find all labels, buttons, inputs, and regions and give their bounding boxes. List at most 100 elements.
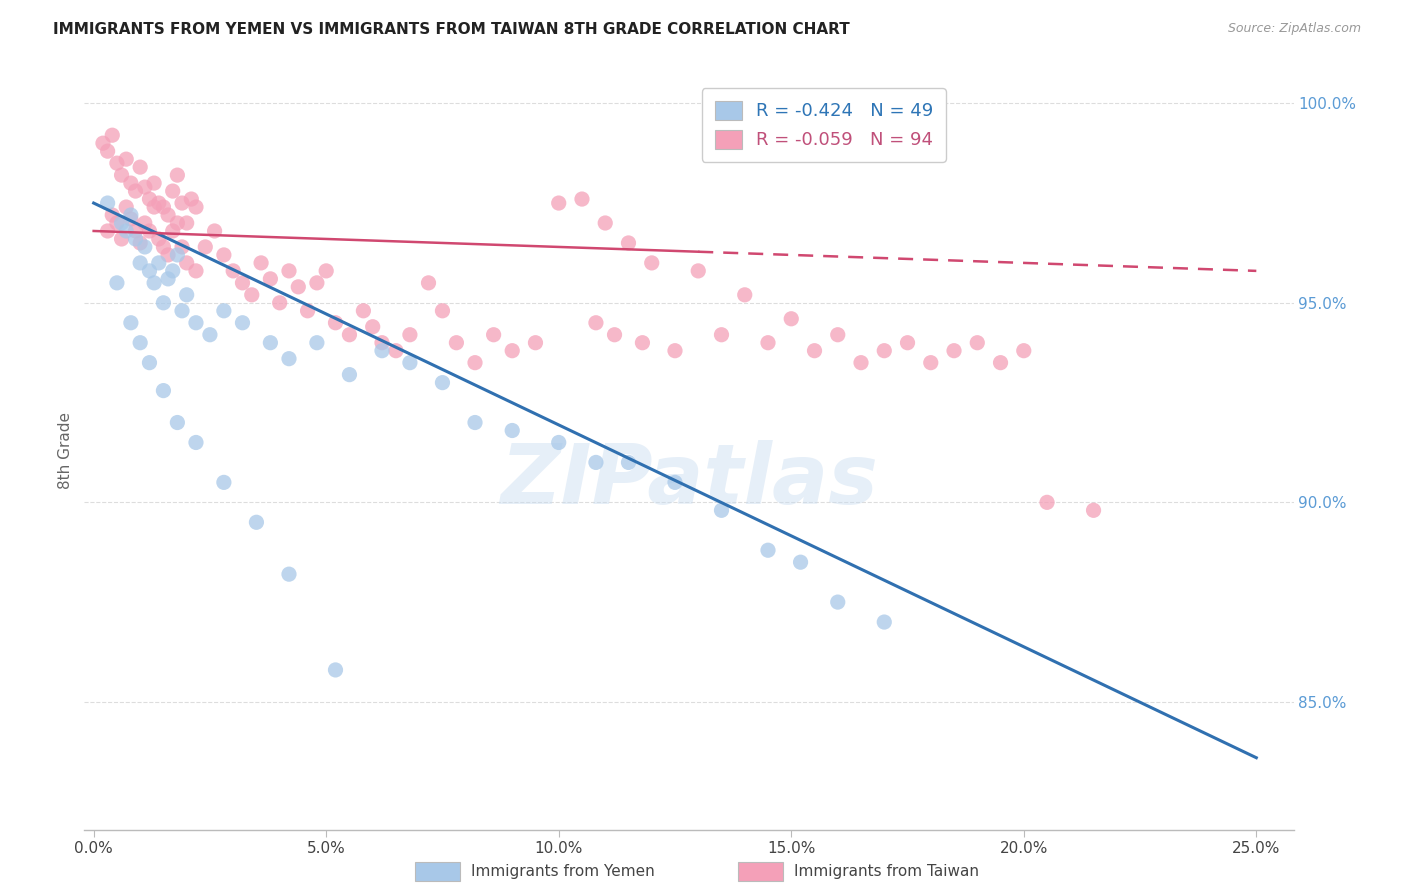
Point xyxy=(152,240,174,254)
Point xyxy=(464,416,486,430)
Point xyxy=(231,316,253,330)
Point xyxy=(269,295,291,310)
Point xyxy=(204,224,226,238)
Point xyxy=(501,424,523,438)
Point xyxy=(138,264,160,278)
Point xyxy=(631,335,654,350)
Text: IMMIGRANTS FROM YEMEN VS IMMIGRANTS FROM TAIWAN 8TH GRADE CORRELATION CHART: IMMIGRANTS FROM YEMEN VS IMMIGRANTS FROM… xyxy=(53,22,851,37)
Point xyxy=(176,288,198,302)
Point xyxy=(710,327,733,342)
Point xyxy=(371,343,394,358)
Point xyxy=(464,356,486,370)
Point xyxy=(827,327,849,342)
Point xyxy=(688,264,710,278)
Point xyxy=(124,232,146,246)
Point xyxy=(920,356,942,370)
Point xyxy=(873,615,896,629)
Point xyxy=(148,256,170,270)
Point xyxy=(352,303,374,318)
Point xyxy=(110,216,132,230)
Point xyxy=(194,240,217,254)
Point xyxy=(134,180,156,194)
Point xyxy=(990,356,1012,370)
Point xyxy=(138,192,160,206)
Point xyxy=(524,335,547,350)
Point xyxy=(157,208,180,222)
Point xyxy=(339,327,361,342)
Point xyxy=(547,196,569,211)
Point xyxy=(339,368,361,382)
Point xyxy=(432,376,454,390)
Point xyxy=(157,248,180,262)
Point xyxy=(97,196,120,211)
Point xyxy=(148,196,170,211)
Point xyxy=(170,196,193,211)
Point xyxy=(250,256,273,270)
Point xyxy=(734,288,756,302)
Point xyxy=(180,192,202,206)
Point xyxy=(361,319,384,334)
Point xyxy=(120,212,142,227)
Point xyxy=(593,216,616,230)
Point xyxy=(110,168,132,182)
Point xyxy=(110,232,132,246)
Point xyxy=(617,235,640,250)
Point xyxy=(259,272,281,286)
Point xyxy=(896,335,918,350)
Point xyxy=(176,216,198,230)
Point xyxy=(710,503,733,517)
Point xyxy=(222,264,245,278)
Point xyxy=(129,235,152,250)
Point xyxy=(124,224,146,238)
Point xyxy=(134,240,156,254)
Text: Immigrants from Yemen: Immigrants from Yemen xyxy=(471,864,655,879)
Point xyxy=(138,224,160,238)
Point xyxy=(129,160,152,174)
Point xyxy=(138,356,160,370)
Point xyxy=(756,543,779,558)
Point xyxy=(91,136,114,151)
Point xyxy=(105,156,128,170)
Point xyxy=(152,384,174,398)
Point xyxy=(418,276,440,290)
Point xyxy=(198,327,221,342)
Point xyxy=(1036,495,1059,509)
Point xyxy=(162,224,184,238)
Point xyxy=(585,455,607,469)
Point xyxy=(240,288,263,302)
Point xyxy=(176,256,198,270)
Point xyxy=(212,475,235,490)
Point xyxy=(371,335,394,350)
Point xyxy=(943,343,966,358)
Point xyxy=(287,280,309,294)
Text: Source: ZipAtlas.com: Source: ZipAtlas.com xyxy=(1227,22,1361,36)
Point xyxy=(1083,503,1105,517)
Point xyxy=(325,663,347,677)
Point xyxy=(501,343,523,358)
Point xyxy=(101,128,124,143)
Point xyxy=(166,168,188,182)
Point xyxy=(827,595,849,609)
Point xyxy=(162,264,184,278)
Point xyxy=(129,256,152,270)
Point xyxy=(166,216,188,230)
Point xyxy=(134,216,156,230)
Point xyxy=(129,335,152,350)
Point xyxy=(278,264,301,278)
Point xyxy=(184,264,207,278)
Point xyxy=(432,303,454,318)
Point xyxy=(105,276,128,290)
Point xyxy=(446,335,468,350)
Point xyxy=(157,272,180,286)
Point xyxy=(115,200,138,214)
Point xyxy=(603,327,626,342)
Point xyxy=(124,184,146,198)
Point xyxy=(385,343,408,358)
Point xyxy=(789,555,811,569)
Point xyxy=(166,416,188,430)
Point xyxy=(315,264,337,278)
Point xyxy=(97,224,120,238)
Point xyxy=(305,276,328,290)
Point xyxy=(212,303,235,318)
Point xyxy=(231,276,253,290)
